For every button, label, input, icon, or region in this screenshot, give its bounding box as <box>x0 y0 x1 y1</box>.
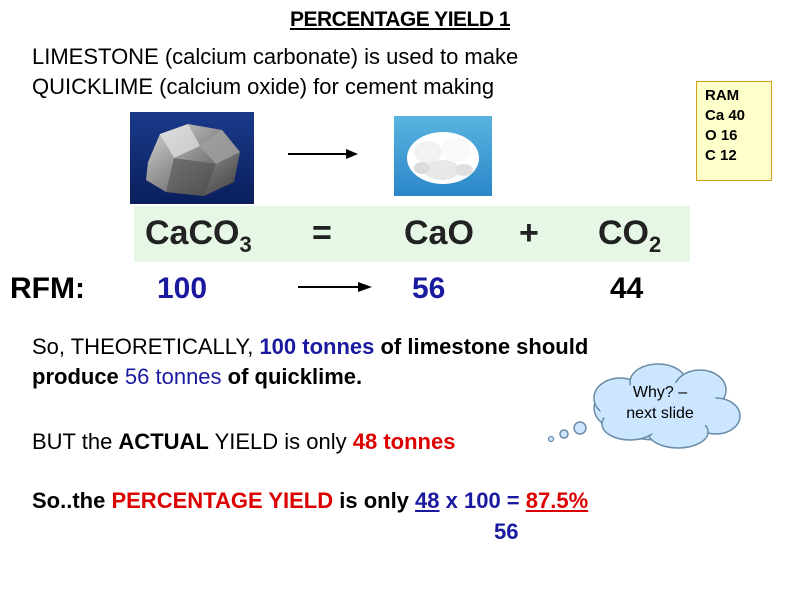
ram-heading: RAM <box>705 87 740 104</box>
ram-line-o: O 16 <box>705 127 738 144</box>
actual-text: BUT the ACTUAL YIELD is only 48 tonnes <box>32 429 456 454</box>
intro-text: LIMESTONE (calcium carbonate) is used to… <box>32 42 518 102</box>
cloud-line-2: next slide <box>626 405 694 422</box>
percentage-text: So..the PERCENTAGE YIELD is only 48 x 10… <box>32 488 589 513</box>
theory-line-1: So, THEORETICALLY, 100 tonnes of limesto… <box>32 334 589 359</box>
ram-line-c: C 12 <box>705 147 737 164</box>
rfm-label: RFM: <box>10 272 85 305</box>
ram-box: RAM Ca 40 O 16 C 12 <box>696 81 772 181</box>
fraction-denominator: 56 <box>494 519 519 544</box>
arrow-icon <box>288 149 358 159</box>
percentage-result: 87.5% <box>525 488 589 513</box>
fraction-numerator: 48 <box>415 488 440 513</box>
quicklime-image <box>394 116 492 196</box>
equation-reactant: CaCO3 <box>145 214 252 257</box>
cloud-line-1: Why? – <box>632 384 688 401</box>
rfm-product-2: 44 <box>610 272 644 305</box>
intro-line-2: QUICKLIME (calcium oxide) for cement mak… <box>32 74 495 99</box>
equation-plus: + <box>519 214 539 252</box>
page-title: PERCENTAGE YIELD 1 <box>289 8 511 31</box>
theory-line-2: produce 56 tonnes of quicklime. <box>32 364 363 389</box>
thought-cloud-text: Why? – next slide <box>600 382 720 424</box>
intro-line-1: LIMESTONE (calcium carbonate) is used to… <box>32 44 519 69</box>
equation-equals: = <box>312 214 332 252</box>
equation-product-2: CO2 <box>598 214 662 257</box>
thought-cloud-icon <box>547 363 741 449</box>
rfm-arrow-icon <box>298 282 372 292</box>
rfm-product-1: 56 <box>412 272 446 305</box>
rfm-reactant: 100 <box>157 272 208 305</box>
equation-product-1: CaO <box>404 214 474 252</box>
equation-box <box>134 206 690 262</box>
limestone-image <box>130 112 254 204</box>
theory-text: So, THEORETICALLY, 100 tonnes of limesto… <box>32 332 588 392</box>
ram-line-ca: Ca 40 <box>705 107 746 124</box>
